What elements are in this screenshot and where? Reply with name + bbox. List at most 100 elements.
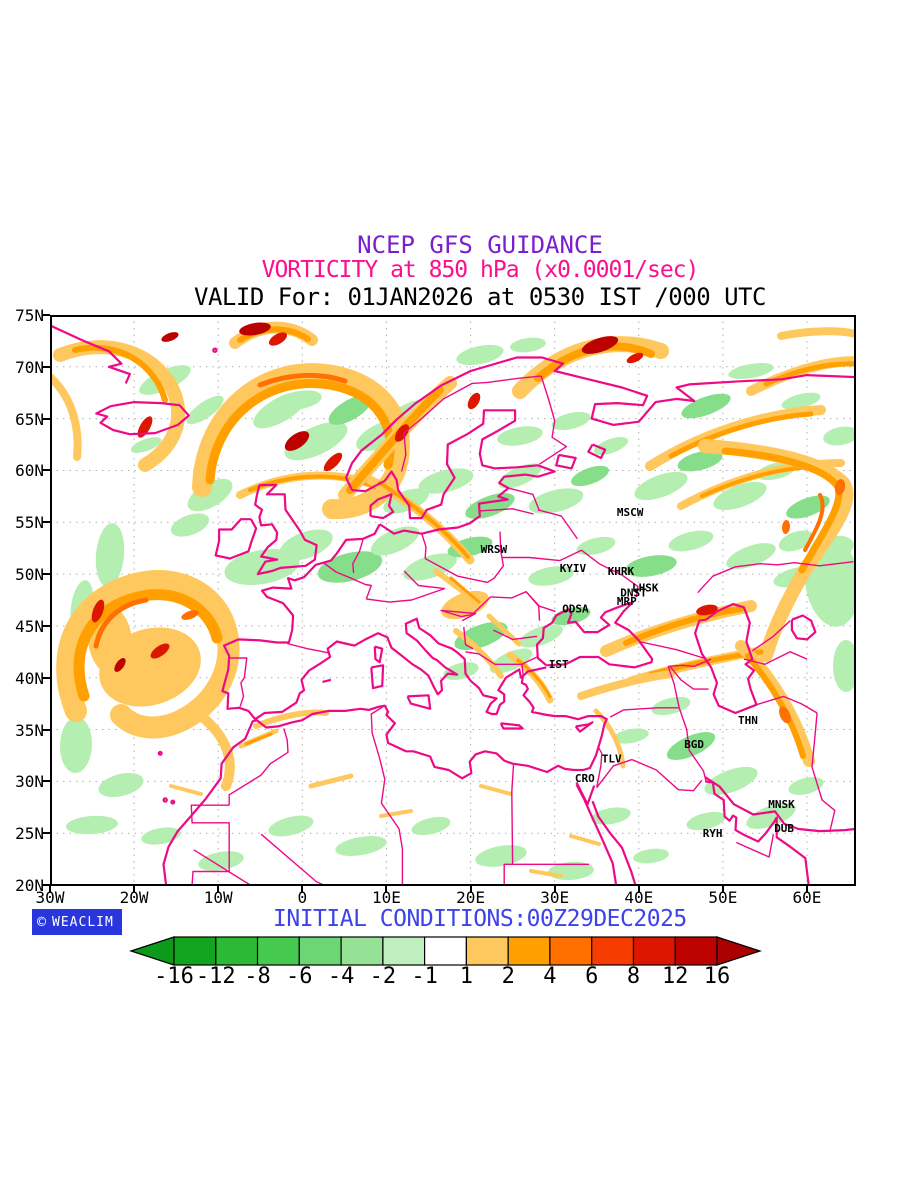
lon-tick-label: 10E bbox=[371, 888, 401, 907]
lat-tick-label: 25N bbox=[15, 824, 44, 844]
lon-tick bbox=[805, 885, 808, 893]
colorbar-segment bbox=[507, 936, 551, 966]
colorbar-segment bbox=[256, 936, 300, 966]
city-label: LHSK bbox=[632, 582, 659, 595]
colorbar-left-arrow bbox=[129, 936, 175, 966]
colorbar-tick-label: 8 bbox=[626, 964, 641, 989]
lon-tick bbox=[721, 885, 724, 893]
lat-tick-label: 35N bbox=[15, 720, 44, 740]
city-label: DNST bbox=[620, 587, 647, 600]
lat-tick-label: 55N bbox=[15, 513, 44, 533]
lat-tick-label: 75N bbox=[15, 306, 44, 325]
city-label: ODSA bbox=[562, 602, 589, 615]
colorbar-segment bbox=[549, 936, 593, 966]
city-label: MNSK bbox=[768, 798, 795, 811]
city-label: CRO bbox=[575, 772, 595, 785]
city-label: WRSW bbox=[481, 543, 508, 556]
lon-tick bbox=[385, 885, 388, 893]
lon-tick-label: 50E bbox=[708, 888, 738, 907]
colorbar-tick-label: 16 bbox=[703, 964, 731, 989]
vorticity-map: MSCW WRSW KYIV KHRK LHSK DNST MRP ODSA IST THN BGD… bbox=[50, 315, 856, 886]
city-label: TLV bbox=[602, 753, 622, 766]
lat-tick bbox=[42, 469, 50, 472]
colorbar-right-arrow bbox=[716, 936, 762, 966]
colorbar-segment bbox=[674, 936, 718, 966]
lat-tick-label: 65N bbox=[15, 409, 44, 429]
lon-tick bbox=[49, 885, 51, 893]
lon-tick-label: 60E bbox=[792, 888, 822, 907]
lat-tick bbox=[42, 676, 50, 679]
lon-tick bbox=[301, 885, 304, 893]
lat-tick bbox=[42, 365, 50, 368]
city-label: IST bbox=[549, 658, 569, 671]
colorbar bbox=[125, 933, 775, 969]
map-frame bbox=[50, 315, 856, 886]
valid-time-line: VALID For: 01JAN2026 at 0530 IST /000 UT… bbox=[194, 283, 766, 311]
colorbar-tick-label: 2 bbox=[501, 964, 515, 989]
logo-text: WEACLIM bbox=[52, 914, 114, 930]
lon-tick-label: 20W bbox=[119, 888, 149, 907]
lon-tick-label: 40E bbox=[624, 888, 654, 907]
lon-tick bbox=[553, 885, 556, 893]
lon-tick-label: 10W bbox=[203, 888, 233, 907]
lat-tick bbox=[42, 883, 50, 886]
lat-tick bbox=[42, 573, 50, 576]
city-label: KHRK bbox=[608, 565, 635, 578]
colorbar-segment bbox=[424, 936, 468, 966]
lat-tick-label: 60N bbox=[15, 461, 44, 481]
colorbar-segment bbox=[340, 936, 384, 966]
city-label: DUB bbox=[774, 822, 794, 835]
lat-tick-label: 20N bbox=[15, 875, 44, 895]
coastlines bbox=[50, 324, 856, 886]
colorbar-tick-label: -16 bbox=[154, 964, 194, 989]
colorbar-tick-label: 4 bbox=[543, 964, 557, 989]
field-subtitle: VORTICITY at 850 hPa (x0.0001/sec) bbox=[261, 257, 700, 283]
weaclim-logo: © WEACLIM bbox=[32, 909, 122, 935]
colorbar-tick-label: -4 bbox=[327, 964, 355, 989]
lat-tick bbox=[42, 832, 50, 835]
colorbar-tick-label: 12 bbox=[661, 964, 689, 989]
lon-tick-label: 30W bbox=[35, 888, 65, 907]
lat-tick bbox=[42, 314, 50, 316]
colorbar-tick-label: -12 bbox=[195, 964, 236, 989]
colorbar-segment bbox=[298, 936, 342, 966]
colorbar-segment bbox=[591, 936, 635, 966]
country-borders bbox=[190, 375, 854, 886]
lon-tick-label: 20E bbox=[456, 888, 485, 907]
colorbar-segment bbox=[465, 936, 509, 966]
lat-tick-label: 45N bbox=[15, 616, 44, 636]
lat-tick-label: 50N bbox=[15, 565, 44, 585]
initial-conditions-text: INITIAL CONDITIONS:00Z29DEC2025 bbox=[273, 906, 687, 932]
colorbar-tick-label: -6 bbox=[286, 964, 313, 989]
lon-tick bbox=[469, 885, 472, 893]
lon-tick bbox=[637, 885, 640, 893]
city-label: THN bbox=[738, 714, 758, 727]
colorbar-segment bbox=[632, 936, 676, 966]
city-label: MRP bbox=[617, 595, 637, 608]
lat-tick bbox=[42, 624, 50, 627]
colorbar-tick-label: -1 bbox=[411, 964, 438, 989]
city-label: MSCW bbox=[617, 506, 644, 519]
lon-tick bbox=[217, 885, 220, 893]
lat-tick-label: 30N bbox=[15, 772, 44, 792]
colorbar-tick-label: 6 bbox=[585, 964, 599, 989]
city-label: RYH bbox=[703, 827, 723, 840]
city-label: BGD bbox=[684, 738, 704, 751]
copyright-icon: © bbox=[37, 912, 48, 931]
lat-tick bbox=[42, 521, 50, 524]
lon-tick-label: 0 bbox=[297, 888, 308, 907]
lon-tick-label: 30E bbox=[540, 888, 570, 907]
page-title: NCEP GFS GUIDANCE bbox=[357, 231, 603, 259]
colorbar-tick-label: -8 bbox=[244, 964, 271, 989]
colorbar-segment bbox=[173, 936, 217, 966]
lat-tick bbox=[42, 780, 50, 783]
lat-tick bbox=[42, 417, 50, 420]
lat-tick-label: 70N bbox=[15, 357, 44, 377]
city-label: KYIV bbox=[560, 562, 587, 575]
colorbar-segment bbox=[382, 936, 426, 966]
colorbar-segment bbox=[215, 936, 259, 966]
lat-tick-label: 40N bbox=[15, 668, 44, 688]
lon-tick bbox=[133, 885, 136, 893]
